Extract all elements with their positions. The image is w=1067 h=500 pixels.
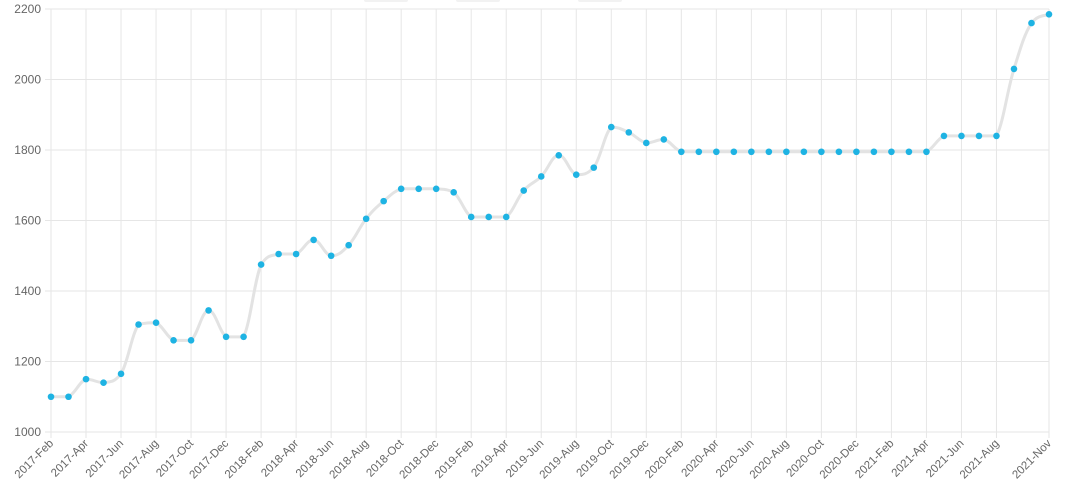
- data-point[interactable]: [835, 148, 843, 156]
- data-point[interactable]: [607, 123, 615, 131]
- data-point[interactable]: [170, 337, 177, 344]
- x-tick-label: 2021-Nov: [1010, 437, 1054, 481]
- y-axis: 1000 1200 1400 1600 1800 2000 2200: [14, 2, 41, 439]
- y-tick-label: 1600: [14, 214, 41, 228]
- data-point[interactable]: [905, 148, 913, 156]
- data-point[interactable]: [800, 148, 808, 156]
- data-point[interactable]: [380, 197, 387, 205]
- data-point[interactable]: [713, 148, 720, 156]
- data-point[interactable]: [940, 132, 948, 140]
- data-point[interactable]: [660, 136, 668, 143]
- data-point[interactable]: [415, 185, 422, 193]
- data-point[interactable]: [923, 148, 930, 156]
- x-tick-label: 2020-Feb: [643, 438, 686, 481]
- y-tick-label: 1200: [14, 355, 41, 369]
- data-point[interactable]: [888, 148, 895, 156]
- data-point[interactable]: [695, 148, 703, 156]
- x-tick-label: 2018-Feb: [223, 438, 266, 481]
- data-point[interactable]: [572, 171, 580, 178]
- data-point[interactable]: [853, 148, 860, 156]
- y-tick-label: 2200: [14, 2, 41, 16]
- legend-hint: [364, 0, 622, 2]
- data-point[interactable]: [82, 375, 90, 383]
- data-point[interactable]: [397, 185, 405, 193]
- data-point[interactable]: [783, 148, 790, 156]
- data-point[interactable]: [537, 173, 545, 180]
- data-point[interactable]: [678, 148, 685, 156]
- data-point[interactable]: [205, 307, 212, 314]
- data-point[interactable]: [450, 189, 458, 196]
- x-tick-label: 2017-Feb: [13, 438, 56, 481]
- y-tick-label: 1800: [14, 143, 41, 157]
- x-tick-label: 2019-Feb: [433, 438, 476, 481]
- data-point[interactable]: [520, 187, 528, 194]
- x-axis: 2017-Feb2017-Apr2017-Jun2017-Aug2017-Oct…: [13, 437, 1054, 481]
- data-point[interactable]: [765, 148, 773, 156]
- y-tick-label: 2000: [14, 73, 41, 87]
- data-point[interactable]: [310, 236, 317, 244]
- data-point[interactable]: [257, 261, 265, 268]
- data-point[interactable]: [432, 185, 440, 193]
- y-tick-label: 1000: [14, 425, 41, 439]
- series-line: [49, 12, 1051, 399]
- data-point[interactable]: [47, 393, 55, 401]
- data-point[interactable]: [993, 132, 1000, 140]
- data-point[interactable]: [1028, 19, 1035, 27]
- data-point[interactable]: [555, 151, 563, 159]
- data-point[interactable]: [625, 129, 633, 136]
- data-point[interactable]: [590, 164, 598, 171]
- data-point[interactable]: [362, 215, 370, 223]
- data-point[interactable]: [100, 379, 107, 386]
- x-tick-label: 2021-Feb: [853, 438, 896, 481]
- data-point[interactable]: [117, 370, 125, 378]
- data-point[interactable]: [327, 252, 335, 260]
- data-point[interactable]: [502, 213, 510, 221]
- data-point[interactable]: [222, 333, 230, 341]
- data-point[interactable]: [1010, 65, 1018, 73]
- data-point[interactable]: [818, 148, 825, 156]
- data-point[interactable]: [748, 148, 755, 156]
- data-point[interactable]: [292, 250, 300, 258]
- data-point[interactable]: [642, 139, 650, 147]
- data-point[interactable]: [187, 337, 195, 344]
- data-point[interactable]: [65, 393, 72, 401]
- y-tick-label: 1400: [14, 284, 41, 298]
- data-point[interactable]: [275, 250, 282, 258]
- data-point[interactable]: [152, 319, 160, 327]
- data-point[interactable]: [1045, 10, 1053, 18]
- data-point[interactable]: [240, 333, 247, 341]
- data-point[interactable]: [345, 241, 352, 249]
- data-point[interactable]: [870, 148, 878, 156]
- data-point[interactable]: [958, 132, 965, 140]
- data-point[interactable]: [975, 132, 983, 140]
- grid: [45, 8, 1050, 438]
- data-point[interactable]: [485, 213, 493, 221]
- series-points: [47, 10, 1053, 401]
- data-point[interactable]: [730, 148, 738, 156]
- data-point[interactable]: [467, 213, 475, 221]
- data-point[interactable]: [135, 321, 142, 328]
